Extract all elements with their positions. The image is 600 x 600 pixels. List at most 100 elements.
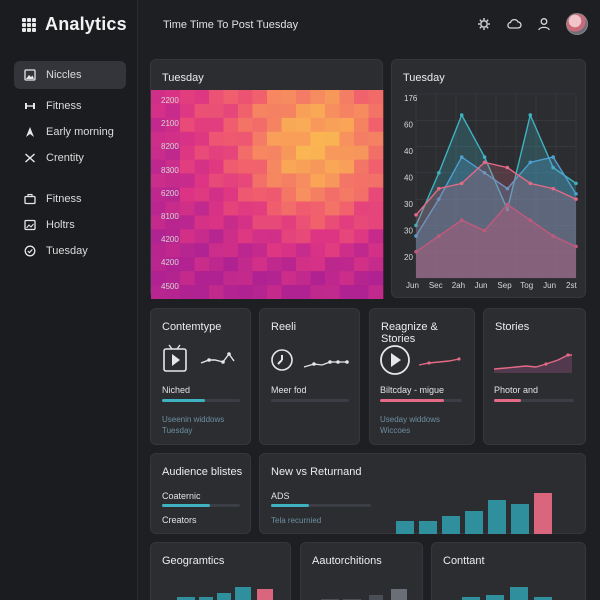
audience-sub: Creators	[162, 515, 197, 525]
data-point	[551, 155, 555, 159]
heatmap-cell	[281, 159, 297, 174]
heatmap-cell	[368, 257, 384, 272]
heatmap-cell	[223, 229, 239, 244]
tile-title: Stories	[495, 321, 530, 333]
heatmap-cell	[252, 285, 268, 299]
sidebar-item-niccles[interactable]: Niccles	[14, 61, 126, 89]
heatmap-cell	[325, 90, 340, 105]
heatmap-cell	[296, 201, 311, 216]
heatmap-cell	[325, 159, 340, 174]
heatmap-cell	[368, 173, 384, 188]
audience-title: Audience blistes	[162, 466, 243, 478]
heatmap-cell	[325, 173, 340, 188]
heatmap-cell	[180, 285, 195, 299]
heatmap-cell	[194, 173, 210, 188]
tile-contemtype[interactable]: Contemtype Niched Useenin widdows Tuesda…	[150, 308, 251, 445]
sidebar-item-holtrs[interactable]: Holtrs	[14, 212, 126, 238]
bar-chart	[462, 587, 552, 600]
sidebar-item-early-morning[interactable]: Early morning	[14, 119, 126, 145]
tile-label: Meer fod	[271, 385, 307, 395]
heatmap-cell	[252, 90, 268, 105]
heatmap-cell	[267, 131, 282, 147]
sidebar-item-fitness-2[interactable]: Fitness	[14, 186, 126, 212]
heatmap-y-tick: 4500	[161, 281, 179, 291]
heatmap-cell	[238, 243, 253, 258]
heatmap-cell	[325, 103, 340, 119]
heatmap-cell	[325, 145, 340, 160]
tile-progress	[380, 399, 462, 402]
heatmap-y-tick: 2200	[161, 96, 179, 105]
tile-progress	[494, 399, 574, 402]
heatmap-cell	[339, 103, 355, 119]
heatmap-cell	[238, 117, 253, 133]
heatmap-cell	[267, 159, 282, 174]
sidebar-item-crentity[interactable]: Crentity	[14, 145, 126, 171]
aautorchitions-card[interactable]: Aautorchitions	[300, 542, 423, 600]
avatar[interactable]	[566, 13, 588, 35]
heatmap-card: Tuesday 2200 2100 8200 8300 6200 8100 4200 4200…	[150, 59, 384, 299]
sidebar-item-tuesday[interactable]: Tuesday	[14, 238, 126, 264]
heatmap-cell	[296, 145, 311, 160]
bar	[396, 521, 414, 534]
data-point	[414, 234, 418, 238]
cloud-icon[interactable]	[506, 16, 522, 32]
user-icon[interactable]	[536, 16, 552, 32]
data-point	[437, 171, 441, 175]
heatmap-cell	[194, 90, 210, 105]
heatmap-cell	[339, 257, 355, 272]
tile-sub1: Useday widdows	[380, 415, 441, 424]
heatmap-cell	[194, 103, 210, 119]
page-title: Time Time To Post Tuesday	[163, 19, 299, 31]
heatmap-cell	[194, 159, 210, 174]
heatmap-cell	[310, 201, 326, 216]
heatmap-cell	[165, 117, 181, 133]
sidebar-item-fitness[interactable]: Fitness	[14, 93, 126, 119]
heatmap-cell	[339, 243, 355, 258]
heatmap-cell	[325, 257, 340, 272]
heatmap-cell	[339, 201, 355, 216]
tile-stories[interactable]: Stories Photor and	[483, 308, 586, 445]
conttant-card[interactable]: Conttant	[431, 542, 586, 600]
heatmap-cell	[281, 145, 297, 160]
heatmap-cell	[209, 229, 224, 244]
heatmap-cell	[296, 90, 311, 105]
heatmap-cell	[325, 187, 340, 202]
heatmap-cell	[368, 215, 384, 230]
data-point	[482, 228, 487, 233]
heatmap-cell	[151, 103, 166, 119]
heatmap-cell	[238, 187, 253, 202]
heatmap-cell	[151, 271, 166, 286]
heatmap-cell	[339, 145, 355, 160]
heatmap-cell	[180, 187, 195, 202]
cursor-icon	[24, 126, 36, 138]
heatmap-cell	[252, 229, 268, 244]
x-tick-label: Sep	[497, 281, 512, 290]
heatmap-cell	[238, 173, 253, 188]
conttant-title: Conttant	[443, 555, 485, 567]
heatmap-cell	[223, 187, 239, 202]
heatmap-cell	[238, 215, 253, 230]
heatmap-cell	[223, 215, 239, 230]
heatmap-cell	[165, 145, 181, 160]
topbar-icons	[476, 13, 588, 35]
data-point	[459, 218, 464, 222]
brand[interactable]: Analytics	[22, 14, 127, 35]
geogramtics-card[interactable]: Geogramtics	[150, 542, 291, 600]
heatmap-cell	[209, 131, 224, 147]
series-line	[415, 203, 577, 253]
dumbbell-icon	[24, 100, 36, 112]
heatmap-cell	[310, 257, 326, 272]
heatmap-cell	[252, 187, 268, 202]
tile-reagnize-stories[interactable]: Reagnize & Stories Biltcday - migue Used…	[369, 308, 475, 445]
data-point	[482, 160, 487, 165]
new-vs-returning-card[interactable]: New vs Returnand ADS Tela recurnied	[259, 453, 586, 534]
tile-reeli[interactable]: Reeli Meer fod	[259, 308, 360, 445]
data-point	[574, 192, 578, 196]
data-point	[414, 223, 418, 228]
heatmap-cell	[267, 90, 282, 105]
sidebar-item-label: Tuesday	[46, 245, 88, 257]
gear-icon[interactable]	[476, 16, 492, 32]
bar	[442, 516, 460, 534]
sidebar-item-label: Crentity	[46, 152, 84, 164]
audience-card[interactable]: Audience blistes Coaternic Creators	[150, 453, 251, 534]
